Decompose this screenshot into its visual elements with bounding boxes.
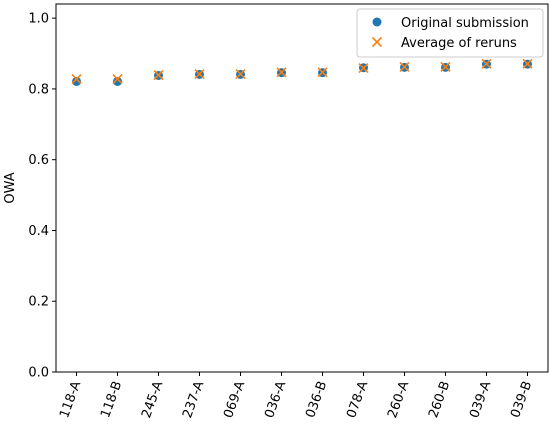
point-original-submission: [113, 76, 122, 86]
point-average-of-reruns: [317, 67, 328, 78]
x-tick-label: 078-A: [344, 379, 371, 420]
y-tick-label: 0.4: [28, 224, 49, 239]
x-tick-label: 118-A: [57, 379, 84, 420]
x-tick-label: 260-B: [426, 379, 453, 420]
y-axis: 0.0 0.2 0.4 0.6 0.8 1.0: [28, 12, 56, 381]
point-original-submission: [72, 76, 81, 86]
x-tick-label: 039-B: [508, 379, 535, 420]
y-tick-label: 1.0: [28, 12, 49, 27]
x-tick-label: 245-A: [139, 379, 166, 420]
y-tick-label: 0.0: [28, 366, 49, 381]
point-average-of-reruns: [399, 61, 410, 73]
point-average-of-reruns: [481, 58, 492, 69]
legend-label-original: Original submission: [401, 16, 529, 31]
x-tick-label: 039-A: [467, 379, 494, 420]
y-axis-label: OWA: [3, 172, 18, 203]
plot-background: [56, 4, 548, 372]
x-tick-label: 237-A: [180, 379, 207, 420]
x-tick-label: 260-A: [385, 379, 412, 420]
point-average-of-reruns: [194, 68, 205, 80]
legend-marker-reruns: [371, 36, 383, 48]
legend-label-reruns: Average of reruns: [401, 36, 517, 51]
legend: Original submission Average of reruns: [356, 8, 544, 58]
point-average-of-reruns: [153, 70, 164, 81]
x-tick-label: 036-A: [262, 379, 289, 420]
x-tick-label: 118-B: [98, 379, 125, 420]
y-tick-label: 0.6: [28, 153, 49, 168]
point-average-of-reruns: [112, 73, 123, 85]
point-average-of-reruns: [358, 62, 369, 74]
point-average-of-reruns: [522, 58, 533, 69]
x-tick-label: 069-A: [221, 379, 248, 420]
x-axis: 118-A 118-B 245-A 237-A 069-A 036-A 036-B 078-A…: [57, 372, 535, 420]
x-tick-label: 036-B: [303, 379, 330, 420]
series-layer: [71, 58, 533, 86]
y-tick-label: 0.8: [28, 82, 49, 97]
point-average-of-reruns: [235, 68, 246, 80]
point-average-of-reruns: [71, 73, 82, 85]
legend-box: [356, 8, 544, 58]
point-average-of-reruns: [276, 67, 287, 78]
legend-marker-original: [372, 17, 382, 27]
plot-frame: [55, 3, 549, 373]
point-average-of-reruns: [440, 61, 451, 73]
y-tick-label: 0.2: [28, 295, 49, 310]
